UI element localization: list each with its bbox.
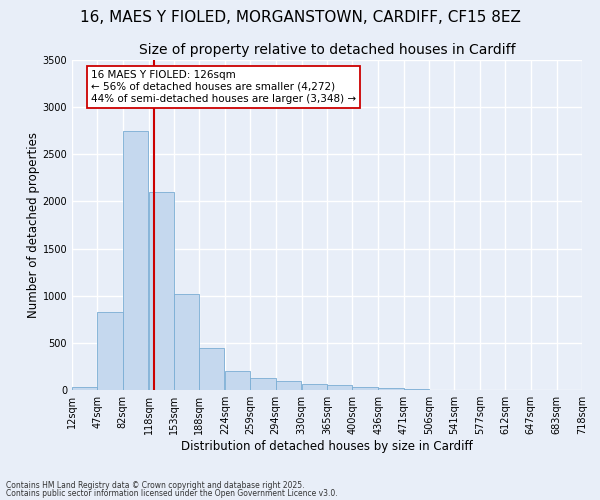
Title: Size of property relative to detached houses in Cardiff: Size of property relative to detached ho… (139, 44, 515, 58)
Bar (327, 386, 352, 390)
Bar (378, 388, 404, 390)
Y-axis label: Number of detached properties: Number of detached properties (26, 132, 40, 318)
Bar (250, 378, 276, 390)
Bar (404, 388, 429, 390)
Bar (302, 384, 327, 390)
Bar (276, 381, 301, 390)
Bar (122, 130, 148, 390)
Bar (174, 294, 199, 390)
Bar (225, 371, 250, 390)
Bar (352, 386, 377, 390)
Bar (97, 312, 122, 390)
Bar (72, 387, 97, 390)
X-axis label: Distribution of detached houses by size in Cardiff: Distribution of detached houses by size … (181, 440, 473, 453)
Bar (149, 192, 174, 390)
Bar (199, 348, 224, 390)
Text: 16 MAES Y FIOLED: 126sqm
← 56% of detached houses are smaller (4,272)
44% of sem: 16 MAES Y FIOLED: 126sqm ← 56% of detach… (91, 70, 356, 104)
Text: Contains public sector information licensed under the Open Government Licence v3: Contains public sector information licen… (6, 488, 338, 498)
Text: Contains HM Land Registry data © Crown copyright and database right 2025.: Contains HM Land Registry data © Crown c… (6, 481, 305, 490)
Text: 16, MAES Y FIOLED, MORGANSTOWN, CARDIFF, CF15 8EZ: 16, MAES Y FIOLED, MORGANSTOWN, CARDIFF,… (80, 10, 520, 25)
